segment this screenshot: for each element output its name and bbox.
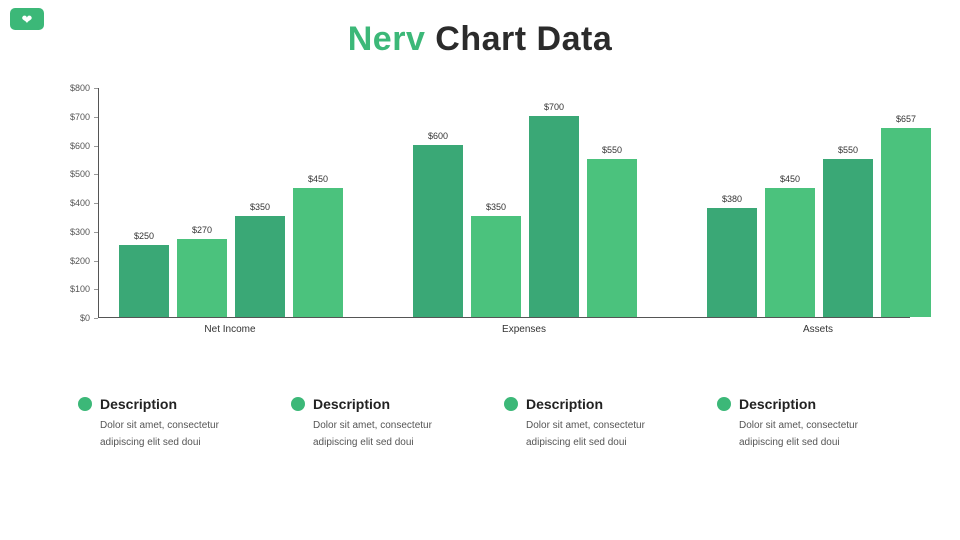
bar: $350 bbox=[235, 216, 285, 317]
bar: $380 bbox=[707, 208, 757, 317]
y-tick-label: $0 bbox=[50, 313, 90, 323]
bar-value-label: $380 bbox=[707, 194, 757, 204]
legend-line: adipiscing elit sed doui bbox=[526, 437, 705, 448]
bar: $250 bbox=[119, 245, 169, 317]
legend-title: Description bbox=[739, 396, 816, 412]
legend-dot-icon bbox=[78, 397, 92, 411]
legend-title: Description bbox=[100, 396, 177, 412]
bar-value-label: $270 bbox=[177, 225, 227, 235]
y-tick-label: $800 bbox=[50, 83, 90, 93]
x-category-label: Expenses bbox=[502, 324, 546, 335]
bar-value-label: $450 bbox=[765, 174, 815, 184]
legend-line: adipiscing elit sed doui bbox=[739, 437, 918, 448]
bar: $350 bbox=[471, 216, 521, 317]
y-tick-label: $600 bbox=[50, 141, 90, 151]
bar-value-label: $350 bbox=[471, 202, 521, 212]
page-title: Nerv Chart Data bbox=[0, 20, 960, 59]
legend-item: Description Dolor sit amet, consectetur ad… bbox=[717, 396, 918, 454]
legend-line: Dolor sit amet, consectetur bbox=[526, 420, 705, 431]
bar: $600 bbox=[413, 145, 463, 318]
bar-value-label: $700 bbox=[529, 102, 579, 112]
bar-value-label: $657 bbox=[881, 114, 931, 124]
bar: $700 bbox=[529, 116, 579, 317]
legend-line: Dolor sit amet, consectetur bbox=[739, 420, 918, 431]
legend-item: Description Dolor sit amet, consectetur ad… bbox=[291, 396, 492, 454]
legend-dot-icon bbox=[504, 397, 518, 411]
bar-chart: $0$100$200$300$400$500$600$700$800 $250$… bbox=[50, 88, 910, 348]
bar: $450 bbox=[293, 188, 343, 317]
legend-line: adipiscing elit sed doui bbox=[313, 437, 492, 448]
bar-value-label: $550 bbox=[587, 145, 637, 155]
x-category-label: Net Income bbox=[204, 324, 255, 335]
legend-item: Description Dolor sit amet, consectetur ad… bbox=[504, 396, 705, 454]
legend-dot-icon bbox=[291, 397, 305, 411]
bar-value-label: $250 bbox=[119, 231, 169, 241]
y-tick-label: $700 bbox=[50, 112, 90, 122]
y-tick-label: $400 bbox=[50, 198, 90, 208]
legend-line: Dolor sit amet, consectetur bbox=[313, 420, 492, 431]
y-tick-label: $500 bbox=[50, 169, 90, 179]
bar: $550 bbox=[587, 159, 637, 317]
bar: $550 bbox=[823, 159, 873, 317]
bar-value-label: $600 bbox=[413, 131, 463, 141]
legend-title: Description bbox=[313, 396, 390, 412]
y-tick-label: $300 bbox=[50, 227, 90, 237]
bar: $450 bbox=[765, 188, 815, 317]
bar: $657 bbox=[881, 128, 931, 317]
y-tick-label: $100 bbox=[50, 284, 90, 294]
title-accent: Nerv bbox=[348, 20, 426, 58]
legend: Description Dolor sit amet, consectetur ad… bbox=[78, 396, 918, 454]
bar-value-label: $350 bbox=[235, 202, 285, 212]
bar: $270 bbox=[177, 239, 227, 317]
legend-dot-icon bbox=[717, 397, 731, 411]
legend-item: Description Dolor sit amet, consectetur ad… bbox=[78, 396, 279, 454]
slide: ❤ Nerv Chart Data $0$100$200$300$400$500… bbox=[0, 0, 960, 540]
bar-value-label: $450 bbox=[293, 174, 343, 184]
plot-area: $250$270$350$450$600$350$700$550$380$450… bbox=[98, 88, 910, 318]
bar-value-label: $550 bbox=[823, 145, 873, 155]
y-axis: $0$100$200$300$400$500$600$700$800 bbox=[50, 88, 90, 318]
legend-line: adipiscing elit sed doui bbox=[100, 437, 279, 448]
x-category-label: Assets bbox=[803, 324, 833, 335]
title-rest: Chart Data bbox=[425, 20, 612, 58]
y-tick-label: $200 bbox=[50, 256, 90, 266]
legend-title: Description bbox=[526, 396, 603, 412]
legend-line: Dolor sit amet, consectetur bbox=[100, 420, 279, 431]
